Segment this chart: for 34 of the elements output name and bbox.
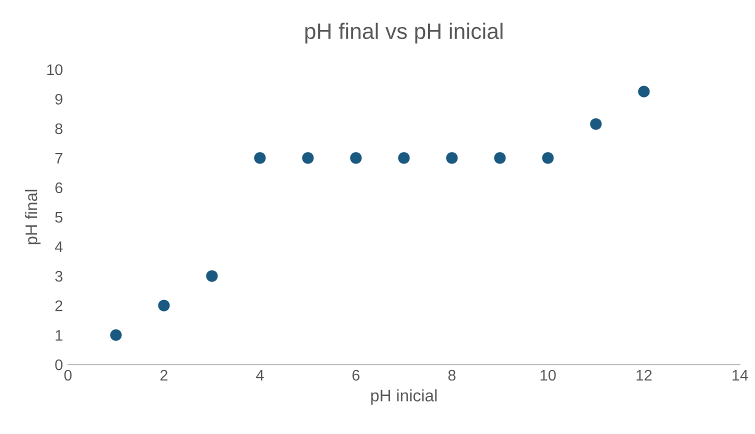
point — [446, 152, 458, 164]
point — [350, 152, 362, 164]
point — [542, 152, 554, 164]
y-tick-label: 10 — [47, 64, 62, 76]
y-tick-label: 3 — [55, 270, 62, 282]
x-axis-title: pH inicial — [371, 389, 437, 405]
y-tick-label: 7 — [55, 153, 62, 164]
y-tick-label: 1 — [56, 330, 62, 341]
point — [398, 152, 410, 164]
point — [590, 118, 602, 130]
y-tick-label: 5 — [55, 212, 62, 223]
point — [638, 86, 650, 98]
x-tick-label: 4 — [256, 370, 264, 380]
point — [110, 329, 122, 341]
y-tick-label: 2 — [55, 300, 62, 312]
x-tick-label: 8 — [448, 370, 456, 381]
x-tick-label: 0 — [64, 370, 72, 381]
chart-title: pH final vs pH inicial — [305, 22, 502, 44]
x-tick-label: 10 — [540, 370, 556, 381]
x-tick-label: 14 — [732, 370, 748, 380]
point — [302, 152, 314, 164]
y-tick-label: 6 — [55, 182, 62, 194]
point — [206, 270, 218, 282]
point — [158, 300, 170, 312]
x-tick-label: 12 — [636, 370, 652, 380]
point — [494, 152, 506, 164]
y-axis-title: pH final — [25, 190, 41, 244]
y-tick-label: 8 — [55, 123, 62, 134]
x-tick-label: 2 — [160, 370, 168, 380]
y-tick-label: 9 — [55, 94, 62, 105]
point — [254, 152, 266, 164]
x-tick-label: 6 — [352, 370, 360, 381]
y-tick-label: 4 — [54, 242, 63, 252]
y-tick-label: 0 — [55, 359, 62, 370]
